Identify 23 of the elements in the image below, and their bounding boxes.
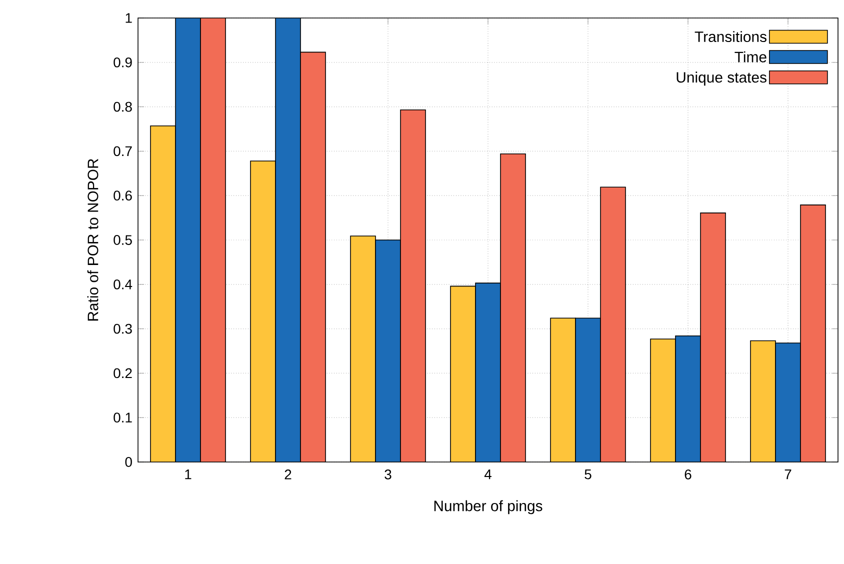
x-tick-label: 4 — [484, 470, 492, 480]
y-tick-label: 0.8 — [114, 102, 132, 112]
y-tick-label: 0.5 — [114, 235, 132, 245]
legend-label: Transitions — [694, 31, 766, 42]
x-tick-label: 6 — [684, 470, 692, 480]
x-axis-title: Number of pings — [434, 500, 542, 514]
x-tick-label: 2 — [284, 470, 292, 480]
y-tick-label: 0.7 — [114, 146, 132, 156]
y-tick-label: 0 — [125, 457, 132, 467]
x-tick-label: 3 — [384, 470, 392, 480]
x-tick-label: 5 — [584, 470, 592, 480]
y-axis-title: Ratio of POR to NOPOR — [87, 158, 98, 321]
y-tick-label: 0.6 — [114, 190, 132, 201]
y-tick-label: 1 — [126, 13, 132, 23]
x-tick-label: 7 — [784, 470, 792, 480]
x-tick-label: 1 — [185, 470, 192, 480]
y-tick-label: 0.2 — [114, 368, 132, 378]
y-tick-label: 0.3 — [114, 324, 132, 334]
y-tick-label: 0.1 — [114, 412, 132, 423]
legend-label: Unique states — [676, 72, 766, 86]
legend-label: Time — [734, 51, 766, 62]
y-tick-label: 0.4 — [114, 279, 132, 290]
y-tick-label: 0.9 — [114, 57, 132, 68]
